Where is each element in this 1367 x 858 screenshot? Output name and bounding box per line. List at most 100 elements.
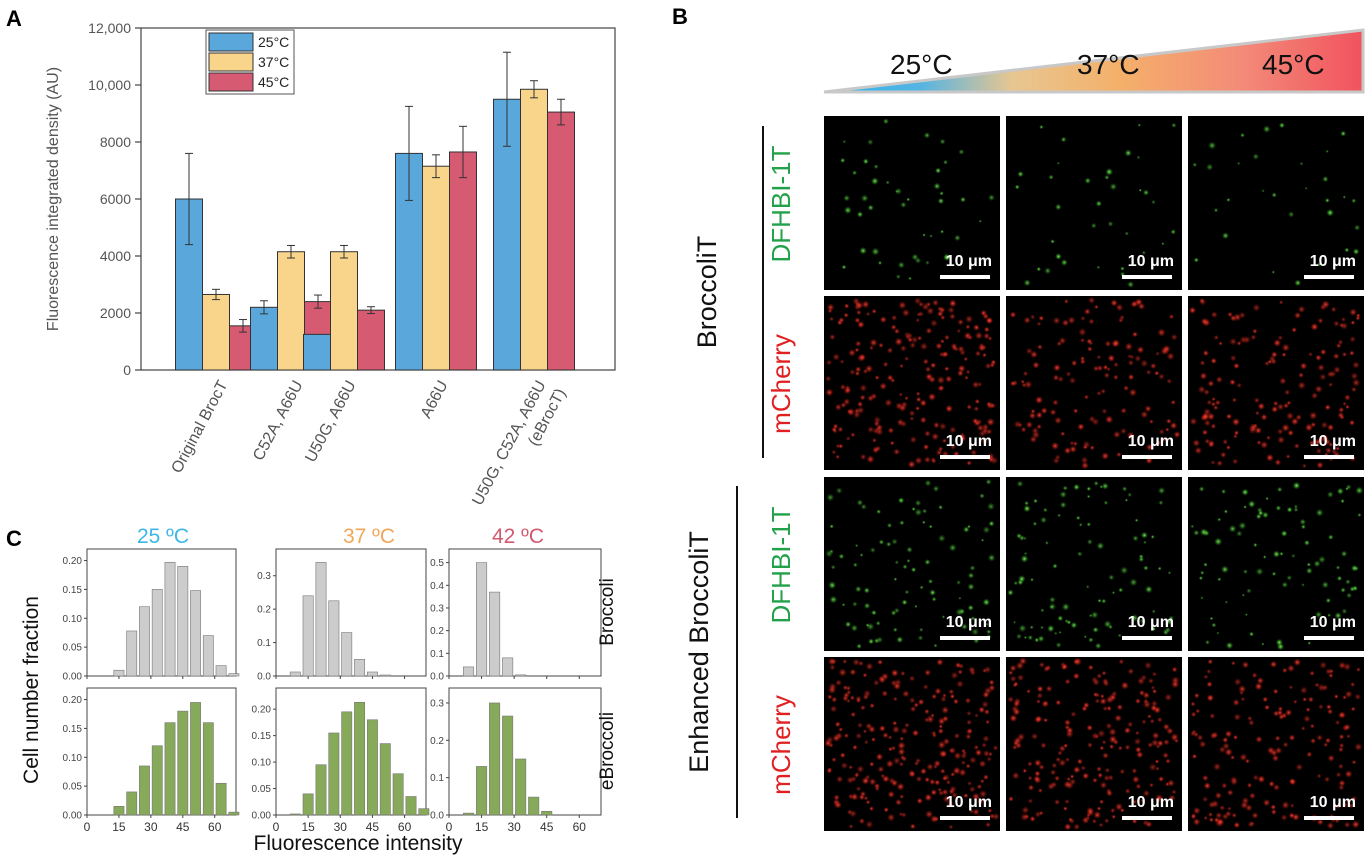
red-cell <box>876 753 883 761</box>
red-cell <box>1113 362 1119 368</box>
red-cell <box>1350 682 1356 687</box>
red-cell <box>974 713 979 718</box>
histogram-x-tick-label: 15 <box>301 820 315 834</box>
green-cell <box>1167 571 1172 575</box>
green-cell <box>1124 149 1132 157</box>
red-cell <box>1208 801 1215 808</box>
red-cell <box>1110 807 1116 814</box>
green-cell <box>1144 585 1153 594</box>
red-cell <box>1038 764 1045 770</box>
red-cell <box>1101 670 1107 676</box>
red-cell <box>1053 374 1059 381</box>
green-cell <box>877 260 883 265</box>
panel-c-temperature-label: 42 ºC <box>492 525 544 548</box>
green-cell <box>1033 498 1038 504</box>
red-cell <box>1171 789 1177 795</box>
red-cell <box>1242 661 1249 669</box>
green-cell <box>1164 626 1172 634</box>
histogram-bar <box>228 673 240 677</box>
green-cell <box>1016 480 1024 488</box>
red-cell <box>1202 429 1208 436</box>
green-cell <box>1208 141 1217 150</box>
red-cell <box>1229 379 1236 386</box>
green-cell <box>935 167 942 174</box>
green-cell <box>1016 533 1022 539</box>
histogram-y-tick-label: 0.20 <box>63 695 83 706</box>
red-cell <box>1352 820 1360 829</box>
panel-a-bar-chart: 0 2000 4000 6000 8000 10,000 12,000 Fluorescenc… <box>45 20 616 508</box>
histogram-y-tick-label: 0.1 <box>257 638 271 649</box>
red-cell <box>1069 441 1075 446</box>
red-cell <box>1221 782 1228 789</box>
red-cell <box>825 388 834 396</box>
red-cell <box>1231 661 1236 666</box>
group-label-enhanced-broccolit: Enhanced BroccoliT <box>684 531 714 773</box>
red-cell <box>1311 392 1318 400</box>
histogram-x-tick-label: 0 <box>446 820 453 834</box>
red-cell <box>1021 382 1027 388</box>
green-cell <box>1209 616 1214 621</box>
red-cell <box>1166 418 1172 424</box>
red-cell <box>937 306 943 312</box>
red-cell <box>843 312 849 318</box>
micrograph-panel: 10 μm <box>824 477 1000 651</box>
green-cell <box>1271 571 1277 576</box>
red-cell <box>1135 698 1141 704</box>
red-cell <box>1097 806 1101 811</box>
micrograph-panel: 10 μm <box>1188 296 1364 470</box>
panel-letter-b: B <box>672 4 688 29</box>
red-cell <box>1293 699 1298 704</box>
red-cell <box>865 662 874 671</box>
green-cell <box>933 643 938 648</box>
green-cell <box>1261 642 1265 646</box>
red-cell <box>925 810 933 818</box>
green-cell <box>928 524 933 529</box>
red-cell <box>1147 714 1152 719</box>
red-cell <box>1338 407 1345 413</box>
red-cell <box>1149 763 1157 771</box>
green-cell <box>1241 593 1245 597</box>
red-cell <box>1227 312 1233 317</box>
red-cell <box>915 318 920 323</box>
green-cell <box>1134 518 1139 523</box>
red-cell <box>1102 706 1108 712</box>
red-cell <box>855 340 862 347</box>
red-cell <box>898 301 907 309</box>
red-cell <box>930 362 936 369</box>
green-cell <box>1242 569 1248 575</box>
red-cell <box>962 750 967 756</box>
red-cell <box>1349 308 1357 316</box>
red-cell <box>1255 736 1263 743</box>
green-cell <box>1096 542 1105 550</box>
red-cell <box>1352 378 1360 387</box>
histogram-y-tick-label: 0.15 <box>252 731 272 742</box>
red-cell <box>1306 751 1313 758</box>
green-cell <box>938 504 943 510</box>
green-cell <box>967 524 971 529</box>
red-cell <box>1010 675 1017 682</box>
green-cell <box>1286 506 1293 513</box>
green-cell <box>1047 624 1055 633</box>
green-cell <box>828 581 837 590</box>
red-cell <box>920 416 927 424</box>
green-cell <box>1090 222 1097 229</box>
red-cell <box>1270 661 1277 668</box>
red-cell <box>1254 397 1260 404</box>
green-cell <box>843 194 851 202</box>
red-cell <box>835 679 842 686</box>
red-cell <box>849 669 857 676</box>
red-cell <box>1338 712 1345 719</box>
red-cell <box>1129 388 1137 397</box>
red-cell <box>1036 424 1042 430</box>
red-cell <box>1194 447 1202 454</box>
red-cell <box>938 728 944 734</box>
red-cell <box>1054 799 1060 805</box>
green-cell <box>891 538 898 545</box>
histogram-y-tick-label: 0.3 <box>430 698 444 709</box>
green-cell <box>1221 232 1230 240</box>
green-cell <box>1352 585 1358 592</box>
histogram-bar <box>113 806 125 816</box>
red-cell <box>1298 305 1305 313</box>
green-cell <box>924 559 931 566</box>
red-cell <box>930 457 936 462</box>
